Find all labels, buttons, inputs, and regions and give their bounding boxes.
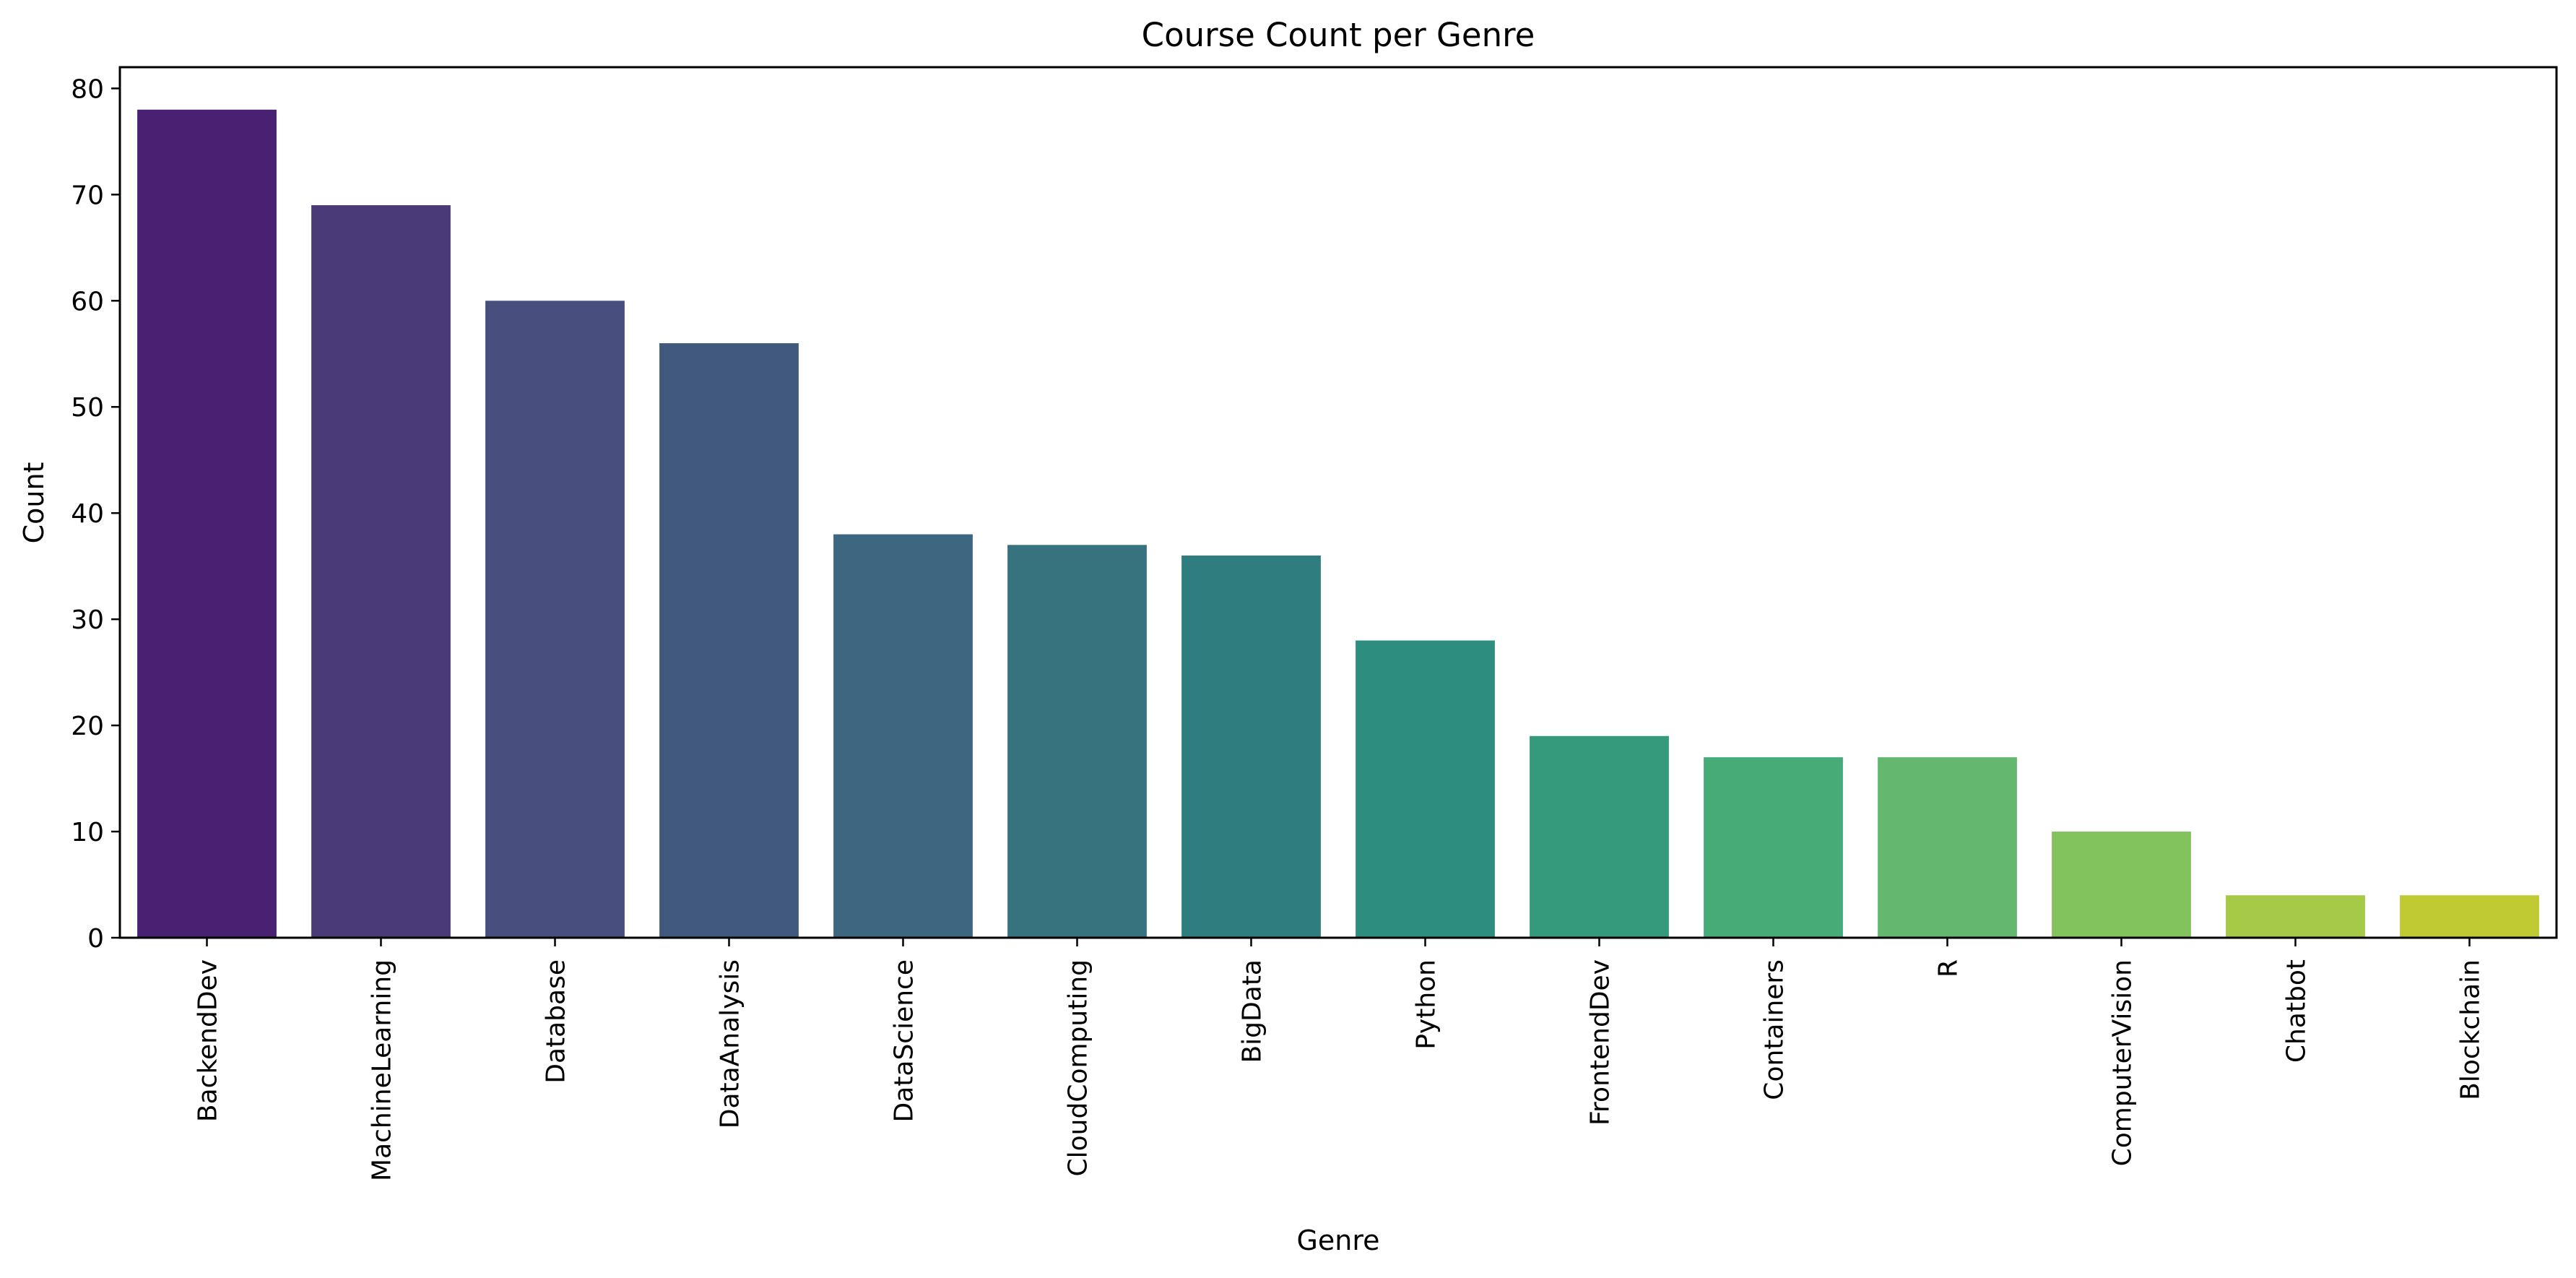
x-tick-label: Blockchain [2456, 959, 2486, 1100]
x-tick-label: R [1934, 959, 1964, 977]
y-axis-label: Count [18, 462, 50, 544]
bar-dataanalysis [659, 343, 799, 938]
bar-machinelearning [311, 205, 451, 938]
y-tick-label: 50 [71, 393, 104, 423]
bar-backenddev [137, 109, 277, 938]
x-tick-label: DataScience [890, 959, 919, 1123]
chart-title: Course Count per Genre [1142, 16, 1535, 54]
bars-group [137, 109, 2539, 938]
x-tick-label: Python [1412, 959, 1441, 1050]
x-axis-label: Genre [1296, 1225, 1379, 1256]
bar-datascience [833, 534, 973, 938]
x-tick-label: BigData [1238, 959, 1267, 1063]
y-tick-label: 60 [71, 287, 104, 316]
bar-blockchain [2400, 895, 2539, 938]
x-tick-label: Database [542, 959, 571, 1084]
x-tick-label: DataAnalysis [716, 959, 745, 1128]
x-tick-label: BackendDev [194, 959, 223, 1122]
x-tick-label: MachineLearning [368, 959, 397, 1181]
y-tick-label: 30 [71, 605, 104, 635]
x-tick-label: ComputerVision [2108, 959, 2138, 1166]
y-tick-label: 10 [71, 818, 104, 847]
x-axis: BackendDev MachineLearning Database DataAna… [194, 938, 2486, 1181]
y-tick-label: 0 [87, 924, 104, 954]
x-tick-label: Chatbot [2282, 959, 2312, 1063]
y-tick-label: 40 [71, 499, 104, 529]
bar-database [485, 301, 625, 938]
bar-r [1878, 757, 2017, 938]
x-tick-label: CloudComputing [1064, 959, 1093, 1177]
bar-computervision [2052, 832, 2191, 938]
y-axis: 0 10 20 30 40 50 60 70 80 [71, 74, 120, 954]
x-tick-label: Containers [1760, 959, 1790, 1100]
y-tick-label: 80 [71, 74, 104, 104]
y-tick-label: 20 [71, 712, 104, 741]
plot-frame [118, 66, 2558, 939]
bar-frontenddev [1530, 735, 1669, 938]
x-tick-label: FrontendDev [1586, 959, 1616, 1126]
bar-cloudcomputing [1007, 545, 1147, 938]
bar-bigdata [1181, 555, 1321, 938]
bar-chatbot [2226, 895, 2365, 938]
bar-containers [1704, 757, 1843, 938]
y-tick-label: 70 [71, 181, 104, 210]
bar-python [1356, 640, 1495, 938]
